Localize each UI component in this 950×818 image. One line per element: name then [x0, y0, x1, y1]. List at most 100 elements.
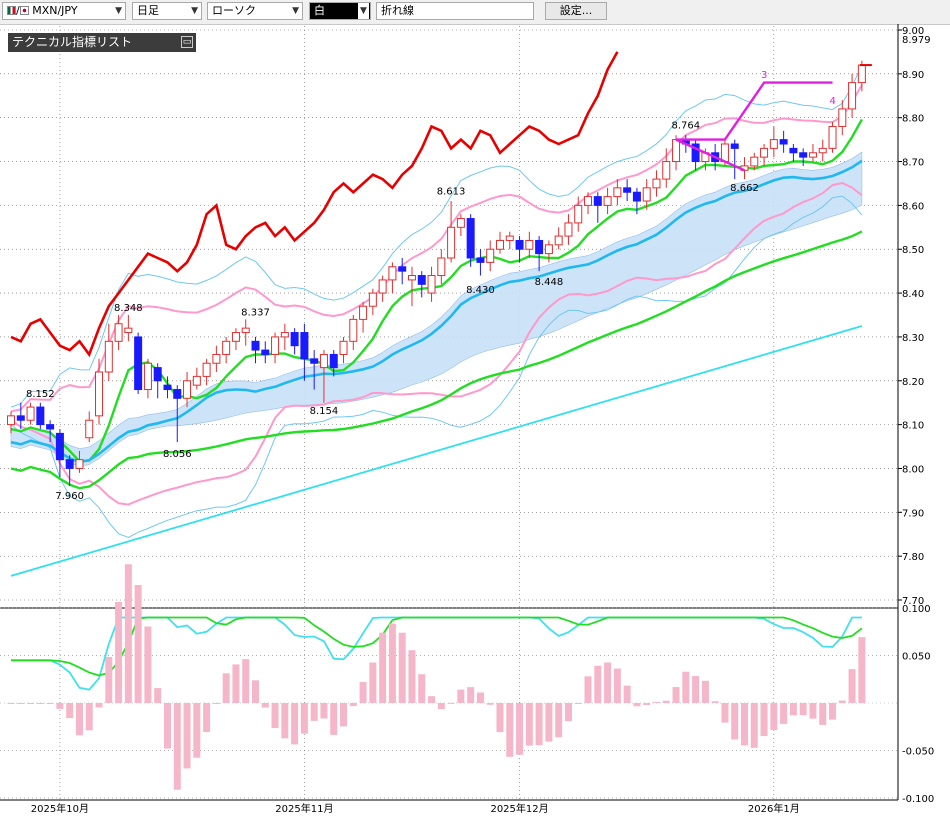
osc-histogram-bar [252, 680, 259, 703]
candle [769, 126, 778, 158]
candle [222, 336, 231, 364]
candle-body [417, 275, 426, 285]
candle [7, 411, 15, 434]
candle-body [535, 239, 544, 255]
candle [55, 429, 64, 478]
osc-histogram-bar [154, 688, 162, 703]
timeframe-select[interactable]: 日足 ▼ [132, 2, 202, 20]
symbol-select[interactable]: / MXN/JPY ▼ [2, 2, 126, 20]
candle-body [857, 64, 866, 84]
candle-body [808, 152, 817, 158]
osc-histogram-bar [741, 703, 748, 746]
osc-histogram-bar [232, 664, 240, 703]
candle-body [496, 239, 504, 250]
osc-histogram-bar [349, 703, 357, 707]
candle [779, 130, 788, 153]
price-annotation: 8.056 [163, 449, 192, 460]
chevron-down-icon: ▼ [191, 6, 198, 16]
osc-histogram-bar [574, 703, 582, 704]
candle-body [16, 415, 25, 421]
osc-histogram-bar [770, 703, 778, 730]
candle-body [378, 279, 387, 294]
osc-histogram-bar [408, 650, 416, 703]
candle-body [26, 406, 35, 421]
candle [368, 288, 377, 315]
candle-body [584, 196, 593, 206]
candle [241, 319, 250, 346]
collapse-icon[interactable]: ▭ [181, 36, 193, 48]
y-tick-label: 8.60 [902, 201, 924, 212]
candle [525, 231, 534, 258]
osc-histogram-bar [809, 703, 817, 719]
osc-histogram-bar [652, 701, 660, 703]
osc-histogram-bar [721, 703, 729, 723]
chart-style-select[interactable]: ローソク ▼ [207, 2, 303, 20]
candle-body [456, 218, 465, 228]
price-annotation: 7.960 [55, 491, 84, 502]
candle-body [7, 415, 15, 426]
candle [319, 350, 328, 403]
osc-histogram-bar [281, 703, 289, 739]
candle [789, 144, 798, 162]
osc-histogram-bar [300, 703, 308, 734]
osc-histogram-bar [261, 703, 269, 708]
symbol-label: MXN/JPY [32, 4, 78, 17]
candle-body [505, 235, 514, 241]
current-price-label: 8.979 [902, 35, 931, 46]
osc-histogram-bar [271, 703, 279, 729]
candle-body [310, 358, 319, 364]
osc-histogram-bar [369, 662, 377, 703]
osc-histogram-bar [525, 703, 533, 746]
osc-histogram-bar [27, 703, 35, 704]
candle [261, 341, 270, 364]
candle [271, 332, 280, 364]
candle [163, 376, 172, 399]
candle [95, 358, 104, 425]
osc-histogram-bar [340, 703, 348, 727]
candle [750, 152, 759, 171]
candle [329, 350, 338, 377]
candle-body [515, 239, 524, 250]
candle-body [407, 275, 416, 281]
ma-long-green-line [10, 230, 863, 490]
bollinger-lower-line [10, 181, 863, 506]
candle [554, 227, 563, 250]
candle [153, 363, 162, 399]
osc-histogram-bar [496, 703, 504, 733]
candle [36, 402, 45, 429]
count-label: 4 [830, 96, 836, 107]
line-type-field[interactable]: 折れ線 [376, 2, 534, 20]
osc-histogram-bar [506, 703, 514, 757]
osc-histogram-bar [760, 703, 768, 737]
osc-histogram-bar [682, 671, 690, 703]
osc-histogram-bar [398, 632, 406, 703]
count-line-down [675, 138, 745, 172]
price-annotation: 8.152 [26, 389, 55, 400]
osc-histogram-bar [858, 637, 866, 703]
candle-body [672, 139, 681, 163]
osc-histogram-bar [85, 703, 93, 731]
chevron-down-icon: ▼ [358, 3, 369, 19]
candle [760, 144, 769, 166]
indicator-list-panel[interactable]: テクニカル指標リスト ▭ [8, 33, 196, 52]
candle [496, 231, 504, 254]
chart-style-label: ローソク [212, 4, 256, 17]
candle [662, 148, 671, 188]
candle-body [642, 187, 651, 202]
osc-signal-line [11, 616, 863, 677]
osc-histogram-bar [115, 601, 123, 703]
osc-histogram-bar [692, 676, 700, 703]
price-chart[interactable]: 9.00 8.90 8.80 8.70 8.60 8.50 8.40 8.30 8.20 8.10… [0, 24, 950, 818]
y-tick-label: 8.10 [902, 421, 924, 432]
osc-histogram-bar [516, 703, 524, 755]
color-preset-select[interactable]: 白 ▼ [309, 2, 371, 20]
candle [398, 258, 407, 285]
settings-button[interactable]: 設定... [545, 2, 607, 20]
candle [437, 249, 446, 285]
osc-histogram-bar [467, 687, 475, 703]
candle [173, 385, 182, 443]
candle-body [427, 275, 436, 294]
candle-body [760, 147, 769, 158]
y-tick-label: 8.40 [902, 289, 924, 300]
candle-body [554, 235, 563, 246]
